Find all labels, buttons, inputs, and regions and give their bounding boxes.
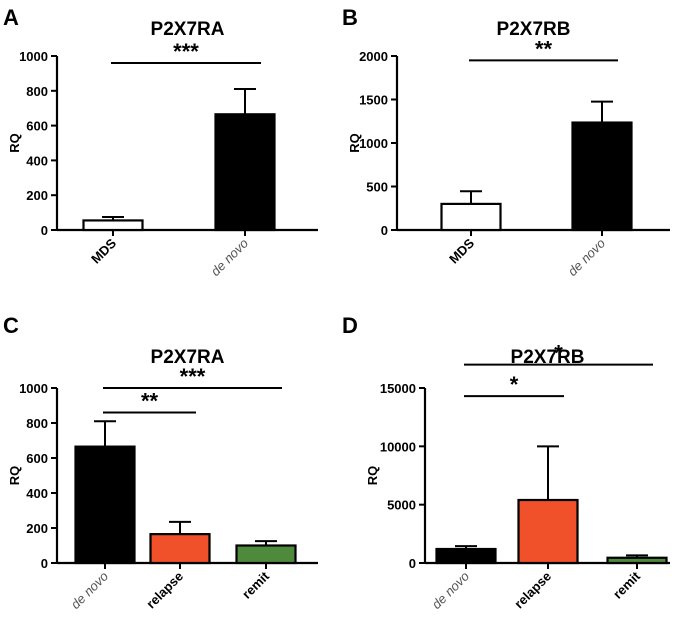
category-label: de novo [68, 569, 111, 612]
bar-MDS [82, 219, 144, 232]
panel-b: B P2X7RB 0 500 1000 1500 2000 RQ MDS de novo ** [342, 5, 670, 279]
panel-a: A P2X7RA 0 200 400 600 800 1000 RQ MDS de novo *** [3, 5, 318, 279]
significance-label: * [554, 341, 563, 366]
y-axis-label: RQ [347, 133, 362, 153]
panel-letter: D [342, 313, 358, 338]
panel-d: D P2X7RB 0 5000 10000 15000 RQ de novo relapse re… [342, 313, 670, 612]
bar-MDS [440, 202, 502, 232]
significance-label: *** [173, 39, 199, 64]
panel-c: C P2X7RA 0 200 400 600 800 1000 RQ de novo relapse… [3, 313, 318, 612]
chart-title: P2X7RA [151, 347, 225, 368]
chart-title: P2X7RA [151, 19, 225, 40]
y-tick-label: 15000 [380, 381, 416, 396]
y-tick-label: 0 [41, 556, 48, 571]
y-tick-label: 600 [26, 451, 48, 466]
significance-label: ** [535, 36, 553, 61]
y-tick-label: 0 [41, 223, 48, 238]
y-tick-label: 1000 [19, 381, 48, 396]
bar-remit [606, 556, 668, 565]
bar-relapse [149, 533, 211, 565]
y-axis-label: RQ [7, 133, 22, 153]
category-label: MDS [446, 235, 477, 266]
bar-remit [235, 544, 297, 565]
y-tick-label: 400 [26, 486, 48, 501]
y-tick-label: 0 [409, 556, 416, 571]
y-tick-label: 500 [366, 180, 388, 195]
chart-title: P2X7RB [511, 347, 585, 368]
bar-de-novo [214, 113, 276, 232]
category-label: relapse [143, 569, 186, 612]
y-tick-label: 0 [381, 223, 388, 238]
panel-letter: C [3, 313, 19, 338]
y-axis-label: RQ [7, 466, 22, 486]
panel-letter: A [3, 5, 19, 30]
chart-title: P2X7RB [497, 19, 571, 40]
category-label: remit [610, 568, 644, 602]
panel-letter: B [342, 5, 358, 30]
significance-label: * [510, 372, 519, 397]
y-tick-label: 10000 [380, 439, 416, 454]
category-label: de novo [208, 236, 251, 279]
y-tick-label: 800 [26, 84, 48, 99]
category-label: MDS [88, 235, 119, 266]
significance-label: *** [180, 364, 206, 389]
y-tick-label: 800 [26, 416, 48, 431]
category-label: relapse [511, 569, 554, 612]
y-tick-label: 5000 [387, 498, 416, 513]
bar-de-novo [435, 547, 497, 565]
y-tick-label: 200 [26, 188, 48, 203]
y-tick-label: 1000 [359, 136, 388, 151]
y-tick-label: 200 [26, 521, 48, 536]
y-axis-label: RQ [365, 466, 380, 486]
y-tick-label: 400 [26, 153, 48, 168]
bar-relapse [517, 498, 579, 565]
y-tick-label: 1000 [19, 49, 48, 64]
category-label: de novo [565, 236, 608, 279]
y-tick-label: 2000 [359, 49, 388, 64]
bar-de-novo [571, 121, 633, 232]
bar-de-novo [74, 445, 136, 565]
y-tick-label: 1500 [359, 93, 388, 108]
category-label: remit [239, 568, 273, 602]
category-label: de novo [429, 569, 472, 612]
significance-label: ** [141, 389, 159, 414]
y-tick-label: 600 [26, 119, 48, 134]
